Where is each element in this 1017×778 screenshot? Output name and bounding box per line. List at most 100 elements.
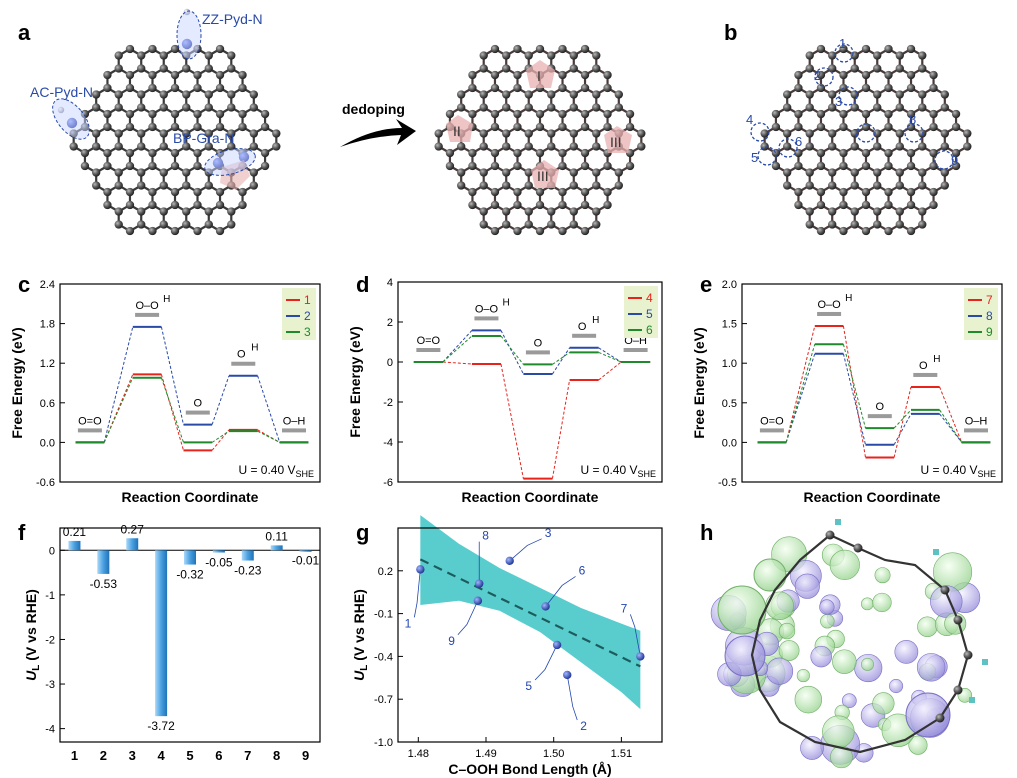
plot-frame — [397, 527, 663, 743]
point-leader — [457, 600, 479, 636]
y-tick-label: 2 — [387, 317, 393, 329]
carbon-atom — [479, 90, 488, 99]
carbon-atom — [839, 70, 848, 80]
connector — [500, 335, 524, 365]
connector — [103, 377, 134, 443]
molecule-site-map — [760, 44, 972, 236]
carbon-atom — [951, 148, 961, 158]
defect-pentagon-2 — [446, 115, 473, 142]
carbon-atom — [884, 148, 893, 158]
carbon-atom — [513, 200, 522, 210]
carbon-atom — [103, 83, 112, 93]
legend-label: 3 — [304, 325, 311, 339]
chart-d-free-energy: -6 -4 -2 0 2 4 Free Energy (eV) Reaction Coordi… — [347, 277, 663, 505]
carbon-atom — [502, 220, 511, 229]
carbon-atom — [182, 220, 191, 229]
site-label-6: 6 — [795, 134, 802, 149]
carbon-atom — [92, 103, 101, 112]
point-label: 1 — [405, 616, 412, 630]
carbon-atom — [569, 129, 578, 138]
carbon-atom — [953, 615, 963, 625]
carbon-atom — [148, 187, 157, 197]
carbon-atom — [170, 226, 180, 236]
carbon-atom — [895, 129, 904, 138]
carbon-atom — [490, 148, 500, 158]
carbon-atom — [479, 181, 488, 190]
carbon-atom — [861, 200, 871, 210]
carbon-atom — [625, 109, 635, 119]
carbon-atom — [850, 181, 859, 190]
carbon-atom — [951, 161, 961, 171]
carbon-atom — [513, 70, 522, 80]
carbon-atom — [468, 161, 477, 171]
carbon-atom — [805, 168, 814, 177]
connector — [160, 326, 184, 425]
carbon-atom — [260, 122, 270, 132]
x-axis-label: Reaction Coordinate — [122, 489, 259, 505]
carbon-atom — [906, 44, 916, 54]
carbon-atom — [182, 64, 191, 73]
carbon-atom — [513, 187, 522, 197]
point-leader — [534, 644, 558, 681]
carbon-atom — [569, 220, 578, 229]
carbon-atom — [114, 181, 123, 190]
species-glyph: O–O H — [135, 294, 170, 317]
carbon-atom — [884, 44, 893, 54]
carbon-atom — [828, 220, 837, 229]
carbon-atom — [906, 226, 916, 236]
connector — [160, 377, 184, 443]
carbon-atom — [895, 103, 904, 112]
carbon-atom — [906, 70, 916, 80]
carbon-atom — [816, 187, 826, 197]
point-1 — [416, 565, 425, 574]
connector — [598, 351, 622, 363]
carbon-atom — [850, 64, 859, 73]
carbon-atom — [502, 142, 511, 151]
point-leader — [509, 538, 542, 562]
carbon-atom — [895, 142, 904, 151]
carbon-atom — [204, 129, 213, 138]
carbon-atom — [850, 207, 859, 216]
carbon-atom — [182, 181, 191, 190]
carbon-atom — [170, 200, 180, 210]
carbon-atom — [513, 83, 522, 93]
carbon-atom — [249, 129, 258, 138]
y-tick-label: -4 — [45, 724, 55, 736]
carbon-atom — [125, 226, 135, 236]
connector — [785, 325, 816, 443]
carbon-atom — [170, 148, 180, 158]
site-ring-3 — [838, 86, 858, 106]
carbon-atom — [490, 83, 500, 93]
carbon-atom — [125, 44, 135, 54]
species-label: O=O — [760, 415, 784, 427]
connector — [257, 375, 281, 443]
carbon-atom — [592, 51, 601, 60]
carbon-atom — [125, 200, 135, 210]
carbon-atom — [92, 129, 101, 138]
panel-letter-h: h — [700, 520, 713, 545]
carbon-atom — [159, 90, 168, 99]
carbon-atom — [137, 220, 146, 229]
y-axis-label: Free Energy (eV) — [691, 327, 707, 438]
positive-lobe — [778, 622, 796, 640]
carbon-atom — [204, 64, 213, 73]
carbon-atom — [159, 129, 168, 138]
carbon-atom — [828, 181, 837, 190]
y-tick-label: 2.4 — [40, 279, 55, 291]
carbon-atom — [853, 543, 863, 553]
species-label: O=O — [78, 415, 102, 427]
carbon-atom — [895, 168, 904, 177]
site-ring-9 — [934, 150, 954, 170]
carbon-atom — [558, 44, 567, 54]
carbon-atom — [963, 142, 972, 151]
carbon-atom — [137, 181, 146, 190]
carbon-atom — [193, 148, 202, 158]
carbon-atom — [170, 70, 180, 80]
panel-a-annotations: ZZ-Pyd-N AC-Pyd-N BP-Gra-N dedoping — [30, 10, 416, 176]
connector — [552, 351, 570, 365]
species-label: H — [163, 294, 170, 305]
carbon-atom — [884, 109, 893, 119]
legend-label: 1 — [304, 293, 311, 307]
carbon-atom — [215, 109, 225, 119]
carbon-atom — [592, 181, 601, 190]
